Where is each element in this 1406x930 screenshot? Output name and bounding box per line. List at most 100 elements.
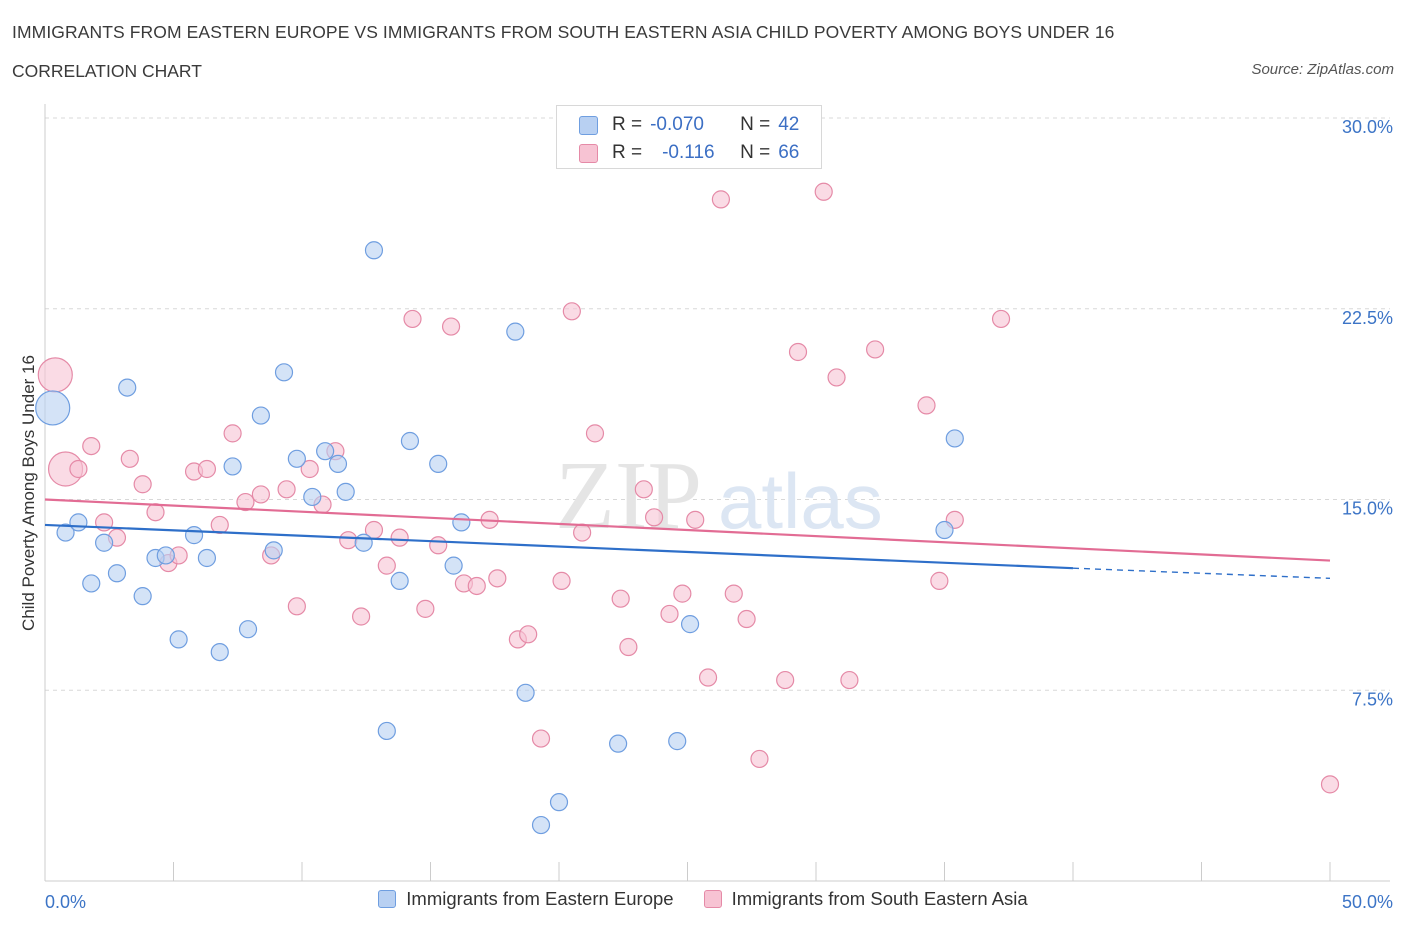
series-south-eastern-asia-r: -0.116: [662, 142, 715, 163]
data-point: [300, 459, 319, 479]
data-point: [354, 533, 373, 552]
tick-labels: 7.5% 15.0% 22.5% 30.0% 0.0% 50.0%: [45, 117, 1393, 912]
data-point: [686, 510, 705, 529]
legend-swatch-eastern-europe: [378, 890, 397, 908]
x-tick-label-min: 0.0%: [45, 892, 86, 912]
data-point: [274, 363, 294, 382]
data-point: [223, 457, 242, 476]
data-point: [223, 424, 242, 443]
data-point: [184, 526, 204, 545]
data-point: [519, 625, 538, 644]
chart-legend: Immigrants from Eastern Europe Immigrant…: [0, 888, 1406, 910]
data-point: [197, 548, 217, 568]
data-point: [711, 190, 731, 209]
n-label: N =: [740, 142, 771, 163]
y-tick-label: 22.5%: [1342, 308, 1393, 328]
data-point: [531, 815, 551, 835]
data-point: [69, 513, 88, 532]
y-tick-label: 30.0%: [1342, 117, 1393, 137]
data-point: [352, 607, 371, 626]
data-point: [552, 571, 571, 590]
data-point: [562, 302, 581, 321]
r-label: R =: [612, 114, 643, 135]
trend-line-eastern-europe-extension: [1072, 567, 1331, 580]
data-point: [724, 584, 743, 603]
legend-item-eastern-europe[interactable]: Immigrants from Eastern Europe: [378, 888, 674, 910]
data-point: [866, 340, 885, 359]
data-point: [660, 604, 679, 624]
data-point: [197, 459, 217, 479]
data-point: [336, 482, 355, 501]
data-point: [403, 309, 422, 329]
data-point: [737, 609, 756, 629]
data-point: [156, 546, 175, 565]
series-south-eastern-asia-swatch: [579, 143, 598, 163]
data-point: [673, 584, 692, 603]
data-point: [814, 182, 833, 201]
data-point: [377, 556, 396, 575]
series-eastern-europe-n: 42: [778, 114, 800, 135]
data-point: [210, 515, 229, 535]
stats-row-eastern-europe: R = -0.070 N = 42: [579, 114, 799, 136]
data-point: [390, 528, 409, 547]
data-point: [945, 429, 964, 448]
data-point: [287, 597, 306, 616]
legend-label-south-eastern-asia: Immigrants from South Eastern Asia: [731, 888, 1028, 909]
data-point: [441, 317, 461, 336]
data-point: [210, 642, 229, 662]
data-point: [133, 475, 152, 494]
data-point: [238, 620, 258, 639]
data-point: [467, 576, 486, 596]
data-point: [531, 729, 551, 748]
data-point: [611, 589, 630, 608]
data-point: [609, 734, 628, 753]
data-point: [452, 513, 471, 532]
data-point: [935, 520, 954, 540]
n-label: N =: [740, 114, 771, 135]
data-point: [169, 630, 188, 649]
data-point: [120, 449, 139, 468]
data-point: [506, 322, 525, 341]
data-point: [750, 749, 769, 769]
chart-subtitle: CORRELATION CHART: [12, 61, 202, 81]
data-point: [644, 508, 664, 527]
data-point: [339, 531, 358, 550]
data-point: [56, 523, 75, 542]
data-point: [930, 571, 949, 590]
data-point: [429, 536, 448, 555]
data-point: [416, 599, 435, 618]
watermark-atlas: atlas: [718, 457, 883, 545]
data-point: [133, 587, 152, 606]
data-point: [251, 485, 270, 504]
legend-item-south-eastern-asia[interactable]: Immigrants from South Eastern Asia: [703, 888, 1028, 910]
data-point: [917, 396, 936, 415]
source-label: Source: ZipAtlas.com: [1251, 61, 1394, 78]
data-point: [400, 431, 420, 451]
data-point: [251, 406, 270, 425]
data-point: [668, 732, 687, 751]
r-label: R =: [612, 142, 643, 163]
y-axis-label: Child Poverty Among Boys Under 16: [19, 355, 38, 631]
data-point: [429, 454, 448, 473]
data-point: [107, 564, 127, 583]
trend-line-south-eastern-asia: [44, 498, 1331, 562]
x-tick-label-max: 50.0%: [1342, 892, 1393, 912]
y-tick-label: 15.0%: [1342, 499, 1393, 519]
data-point: [840, 670, 859, 690]
data-point: [390, 571, 409, 590]
series-south-eastern-asia-n: 66: [778, 142, 800, 163]
data-point: [236, 492, 255, 512]
series-eastern-europe-swatch: [579, 115, 598, 135]
data-point: [585, 424, 605, 443]
data-point: [95, 533, 114, 552]
data-point: [303, 487, 322, 507]
data-point: [146, 503, 165, 522]
data-point: [776, 670, 795, 690]
data-point: [82, 574, 101, 593]
data-point: [35, 390, 71, 426]
stats-row-south-eastern-asia: R = -0.116 N = 66: [579, 142, 799, 164]
data-point: [69, 459, 88, 479]
data-point: [680, 615, 700, 634]
trend-line-eastern-europe: [44, 523, 1074, 570]
